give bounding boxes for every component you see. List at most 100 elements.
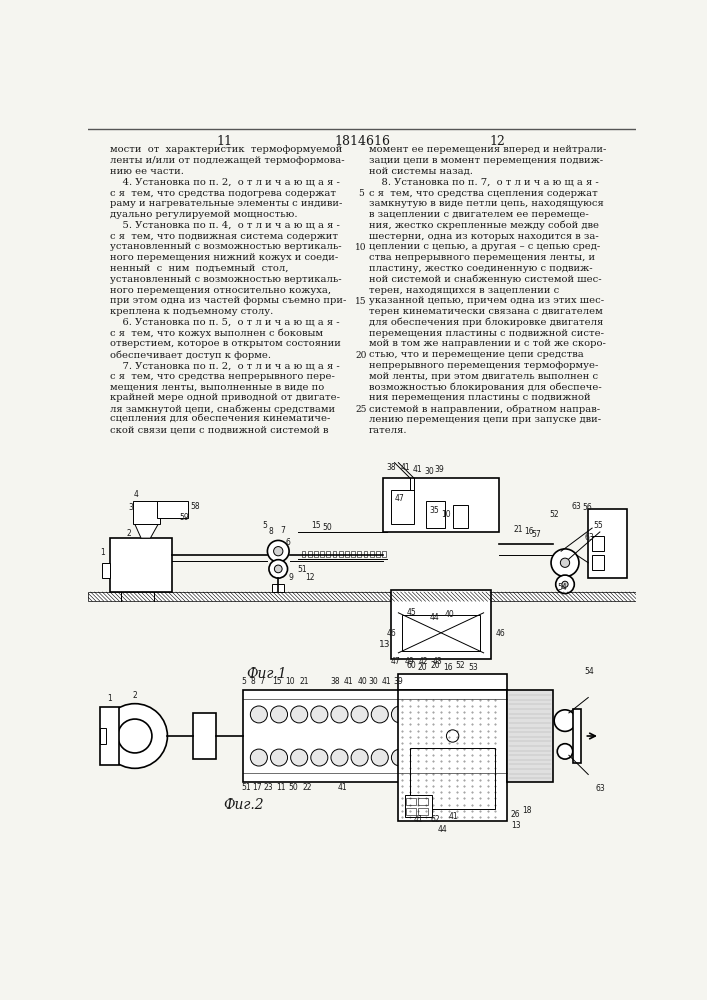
Text: терен кинематически связана с двигателем: терен кинематически связана с двигателем	[369, 307, 602, 316]
Text: 20: 20	[356, 351, 367, 360]
Text: 47: 47	[391, 657, 400, 666]
Text: 41: 41	[382, 677, 392, 686]
Bar	[588, 509, 627, 578]
Text: гателя.: гателя.	[369, 426, 407, 435]
Text: цеплении с цепью, а другая – с цепью сред-: цеплении с цепью, а другая – с цепью сре…	[369, 242, 600, 251]
Circle shape	[331, 706, 348, 723]
Text: 45: 45	[406, 608, 416, 617]
Text: 3: 3	[129, 503, 134, 512]
Bar	[100, 728, 106, 744]
Text: 57: 57	[532, 530, 542, 539]
Circle shape	[392, 706, 409, 723]
Text: мой ленты, при этом двигатель выполнен с: мой ленты, при этом двигатель выполнен с	[369, 372, 598, 381]
Text: ной системы назад.: ной системы назад.	[369, 167, 473, 176]
Text: шестерни, одна из которых находится в за-: шестерни, одна из которых находится в за…	[369, 232, 599, 241]
Text: 16: 16	[524, 527, 534, 536]
Circle shape	[556, 575, 574, 594]
Bar	[382, 551, 386, 557]
Circle shape	[554, 710, 575, 731]
Bar	[110, 538, 172, 592]
Text: ния, жестко скрепленные между собой две: ния, жестко скрепленные между собой две	[369, 221, 599, 230]
Text: 59: 59	[180, 513, 189, 522]
Text: 7: 7	[281, 526, 286, 535]
Text: ленты и/или от подлежащей термоформова-: ленты и/или от подлежащей термоформова-	[110, 156, 345, 165]
Text: ской связи цепи с подвижной системой в: ской связи цепи с подвижной системой в	[110, 426, 329, 435]
Bar	[332, 551, 337, 557]
Text: 25: 25	[356, 405, 367, 414]
Text: мещения ленты, выполненные в виде по: мещения ленты, выполненные в виде по	[110, 383, 325, 392]
Bar	[406, 798, 416, 805]
Circle shape	[291, 706, 308, 723]
Text: 5: 5	[358, 189, 364, 198]
Circle shape	[351, 749, 368, 766]
Bar	[391, 490, 414, 524]
Bar	[193, 713, 216, 759]
Text: с я  тем, что средства подогрева содержат: с я тем, что средства подогрева содержат	[110, 189, 336, 198]
Bar	[100, 707, 119, 765]
Text: 10: 10	[356, 243, 367, 252]
Text: 41: 41	[412, 465, 422, 474]
Text: 4: 4	[134, 490, 138, 499]
Text: системой в направлении, обратном направ-: системой в направлении, обратном направ-	[369, 404, 600, 414]
Bar	[507, 690, 554, 782]
Text: замкнутую в виде петли цепь, находящуюся: замкнутую в виде петли цепь, находящуюся	[369, 199, 604, 208]
Text: 7: 7	[259, 677, 264, 686]
Circle shape	[446, 730, 459, 742]
Bar	[383, 478, 499, 532]
Text: 35: 35	[429, 506, 439, 515]
Bar	[391, 590, 491, 659]
Text: перемещения пластины с подвижной систе-: перемещения пластины с подвижной систе-	[369, 329, 604, 338]
Text: момент ее перемещения вперед и нейтрали-: момент ее перемещения вперед и нейтрали-	[369, 145, 607, 154]
Bar	[345, 551, 349, 557]
Text: 23: 23	[264, 783, 273, 792]
Bar	[452, 505, 468, 528]
Bar	[398, 690, 507, 821]
Circle shape	[331, 749, 348, 766]
Text: 15: 15	[273, 677, 282, 686]
Circle shape	[562, 581, 568, 587]
Text: 8: 8	[269, 527, 274, 536]
Text: 51: 51	[298, 565, 308, 574]
Circle shape	[274, 547, 283, 556]
Text: 7. Установка по п. 2,  о т л и ч а ю щ а я -: 7. Установка по п. 2, о т л и ч а ю щ а …	[110, 361, 340, 370]
Bar	[314, 551, 317, 557]
Text: 55: 55	[594, 521, 604, 530]
Text: 41: 41	[344, 677, 354, 686]
Polygon shape	[135, 524, 158, 538]
Text: ного перемещения относительно кожуха,: ного перемещения относительно кожуха,	[110, 286, 331, 295]
Bar	[134, 501, 160, 524]
Text: 12: 12	[490, 135, 506, 148]
Bar	[351, 551, 355, 557]
Text: обеспечивает доступ к форме.: обеспечивает доступ к форме.	[110, 350, 271, 360]
Bar	[418, 808, 428, 815]
Text: 54: 54	[585, 667, 594, 676]
Text: ля замкнутой цепи, снабжены средствами: ля замкнутой цепи, снабжены средствами	[110, 404, 335, 414]
Text: 41: 41	[414, 815, 423, 824]
Bar	[402, 615, 480, 651]
Text: 30: 30	[368, 677, 378, 686]
Circle shape	[271, 706, 288, 723]
Text: 1814616: 1814616	[334, 135, 390, 148]
Text: 2: 2	[132, 690, 137, 700]
Text: Фuг.1: Фuг.1	[246, 667, 287, 681]
Circle shape	[371, 749, 388, 766]
Text: с я  тем, что средства сцепления содержат: с я тем, что средства сцепления содержат	[369, 189, 597, 198]
Text: 44: 44	[437, 825, 447, 834]
Text: мой в том же направлении и с той же скоро-: мой в том же направлении и с той же скор…	[369, 339, 606, 348]
Text: ния перемещения пластины с подвижной: ния перемещения пластины с подвижной	[369, 393, 590, 402]
Text: установленный с возможностью вертикаль-: установленный с возможностью вертикаль-	[110, 242, 341, 251]
Text: установленный с возможностью вертикаль-: установленный с возможностью вертикаль-	[110, 275, 341, 284]
Text: 39: 39	[435, 465, 445, 474]
Bar	[363, 551, 368, 557]
Bar	[320, 551, 324, 557]
Circle shape	[267, 540, 289, 562]
Bar	[339, 551, 343, 557]
Text: 18: 18	[522, 806, 532, 815]
Circle shape	[269, 560, 288, 578]
Text: 2: 2	[127, 529, 131, 538]
Circle shape	[250, 749, 267, 766]
Circle shape	[561, 558, 570, 567]
Text: 39: 39	[394, 677, 403, 686]
Circle shape	[250, 706, 267, 723]
Text: 40: 40	[445, 610, 455, 619]
